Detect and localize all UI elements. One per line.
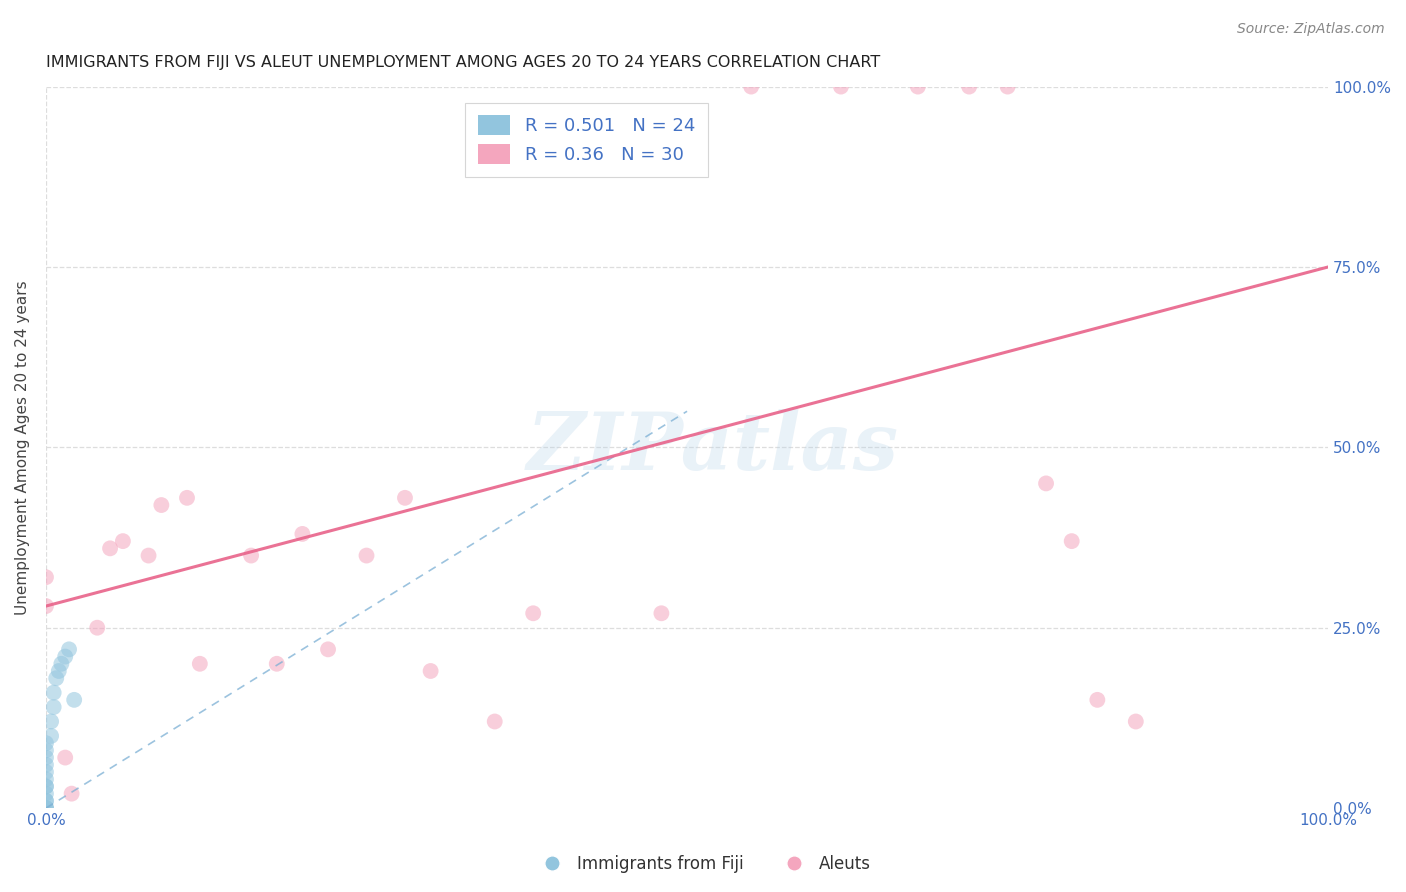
Point — [35, 750, 58, 764]
Legend: R = 0.501   N = 24, R = 0.36   N = 30: R = 0.501 N = 24, R = 0.36 N = 30 — [465, 103, 707, 177]
Text: IMMIGRANTS FROM FIJI VS ALEUT UNEMPLOYMENT AMONG AGES 20 TO 24 YEARS CORRELATION: IMMIGRANTS FROM FIJI VS ALEUT UNEMPLOYME… — [46, 55, 880, 70]
Point — [48, 664, 70, 678]
Point — [35, 787, 58, 801]
Point — [35, 599, 58, 613]
Text: ZIPatlas: ZIPatlas — [527, 409, 898, 486]
Point — [1035, 476, 1057, 491]
Text: Source: ZipAtlas.com: Source: ZipAtlas.com — [1237, 22, 1385, 37]
Point — [111, 534, 134, 549]
Point — [98, 541, 121, 556]
Point — [1060, 534, 1083, 549]
Point — [35, 757, 58, 772]
Point — [35, 736, 58, 750]
Point — [266, 657, 288, 671]
Point — [35, 743, 58, 757]
Point — [53, 750, 76, 764]
Point — [138, 549, 160, 563]
Point — [394, 491, 416, 505]
Point — [316, 642, 339, 657]
Point — [63, 693, 86, 707]
Point — [291, 527, 314, 541]
Point — [740, 79, 762, 94]
Point — [35, 780, 58, 794]
Point — [419, 664, 441, 678]
Point — [1085, 693, 1108, 707]
Y-axis label: Unemployment Among Ages 20 to 24 years: Unemployment Among Ages 20 to 24 years — [15, 280, 30, 615]
Point — [188, 657, 211, 671]
Point — [58, 642, 80, 657]
Point — [150, 498, 173, 512]
Legend: Immigrants from Fiji, Aleuts: Immigrants from Fiji, Aleuts — [529, 848, 877, 880]
Point — [176, 491, 198, 505]
Point — [35, 801, 58, 815]
Point — [907, 79, 929, 94]
Point — [86, 621, 108, 635]
Point — [356, 549, 378, 563]
Point — [35, 801, 58, 815]
Point — [39, 729, 62, 743]
Point — [830, 79, 852, 94]
Point — [53, 649, 76, 664]
Point — [42, 686, 65, 700]
Point — [35, 801, 58, 815]
Point — [51, 657, 73, 671]
Point — [35, 780, 58, 794]
Point — [484, 714, 506, 729]
Point — [60, 787, 83, 801]
Point — [35, 764, 58, 779]
Point — [39, 714, 62, 729]
Point — [35, 794, 58, 808]
Point — [997, 79, 1019, 94]
Point — [240, 549, 263, 563]
Point — [35, 570, 58, 584]
Point — [1125, 714, 1147, 729]
Point — [35, 772, 58, 787]
Point — [650, 607, 672, 621]
Point — [45, 671, 67, 685]
Point — [522, 607, 544, 621]
Point — [42, 700, 65, 714]
Point — [957, 79, 980, 94]
Point — [35, 794, 58, 808]
